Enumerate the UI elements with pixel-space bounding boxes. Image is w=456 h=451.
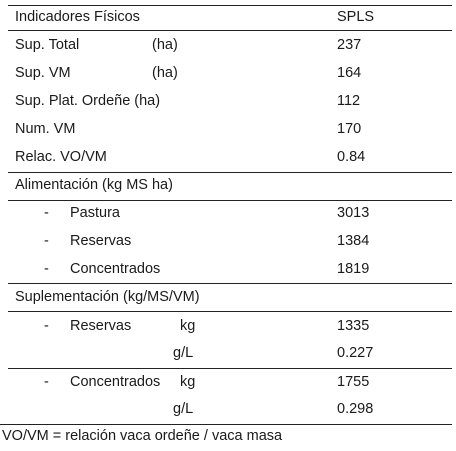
header-bottom-rule xyxy=(8,30,452,31)
concentrados-value: 1819 xyxy=(337,261,370,277)
pastura-value: 3013 xyxy=(337,205,370,221)
supp-concentrados-unit-kg: kg xyxy=(180,374,196,390)
num-vm-value: 170 xyxy=(337,121,362,137)
feeding-title: Alimentación (kg MS ha) xyxy=(15,177,173,193)
supp-dash: - xyxy=(44,318,49,334)
header-value: SPLS xyxy=(337,9,375,25)
supp-reservas-value-kg: 1335 xyxy=(337,318,370,334)
feeding-dash: - xyxy=(44,233,49,249)
concentrados-label: Concentrados xyxy=(70,261,161,277)
reservas-bottom-rule xyxy=(8,368,452,369)
feeding-dash: - xyxy=(44,205,49,221)
sup-vm-value: 164 xyxy=(337,65,362,81)
reservas-value: 1384 xyxy=(337,233,370,249)
sup-plat-value: 112 xyxy=(337,93,361,109)
feeding-title-rule xyxy=(8,200,452,201)
supp-reservas-unit-gl: g/L xyxy=(173,345,194,361)
num-vm-label: Num. VM xyxy=(15,121,76,137)
reservas-label: Reservas xyxy=(70,233,132,249)
supp-concentrados-unit-gl: g/L xyxy=(173,401,194,417)
table-top-rule xyxy=(8,5,452,6)
supp-concentrados-value-gl: 0.298 xyxy=(337,401,374,417)
supp-dash: - xyxy=(44,374,49,390)
supp-concentrados-label: Concentrados xyxy=(70,374,161,390)
feeding-bottom-rule xyxy=(8,283,452,284)
feeding-dash: - xyxy=(44,261,49,277)
pastura-label: Pastura xyxy=(70,205,120,221)
supp-concentrados-value-kg: 1755 xyxy=(337,374,370,390)
relac-value: 0.84 xyxy=(337,149,366,165)
sup-plat-label: Sup. Plat. Ordeñe (ha) xyxy=(15,93,161,109)
header-label: Indicadores Físicos xyxy=(15,9,140,25)
supplementation-title-rule xyxy=(8,311,452,312)
sup-vm-label: Sup. VM xyxy=(15,65,71,81)
sup-total-unit: (ha) xyxy=(152,37,178,53)
sup-total-label: Sup. Total xyxy=(15,37,80,53)
supp-reservas-value-gl: 0.227 xyxy=(337,345,374,361)
supplementation-title: Suplementación (kg/MS/VM) xyxy=(15,289,200,305)
sup-total-value: 237 xyxy=(337,37,362,53)
supp-reservas-unit-kg: kg xyxy=(180,318,196,334)
sup-vm-unit: (ha) xyxy=(152,65,178,81)
physical-bottom-rule xyxy=(8,172,452,173)
table-bottom-rule xyxy=(0,424,452,425)
relac-label: Relac. VO/VM xyxy=(15,149,107,165)
footnote: VO/VM = relación vaca ordeñe / vaca masa xyxy=(2,428,283,444)
supp-reservas-label: Reservas xyxy=(70,318,132,334)
